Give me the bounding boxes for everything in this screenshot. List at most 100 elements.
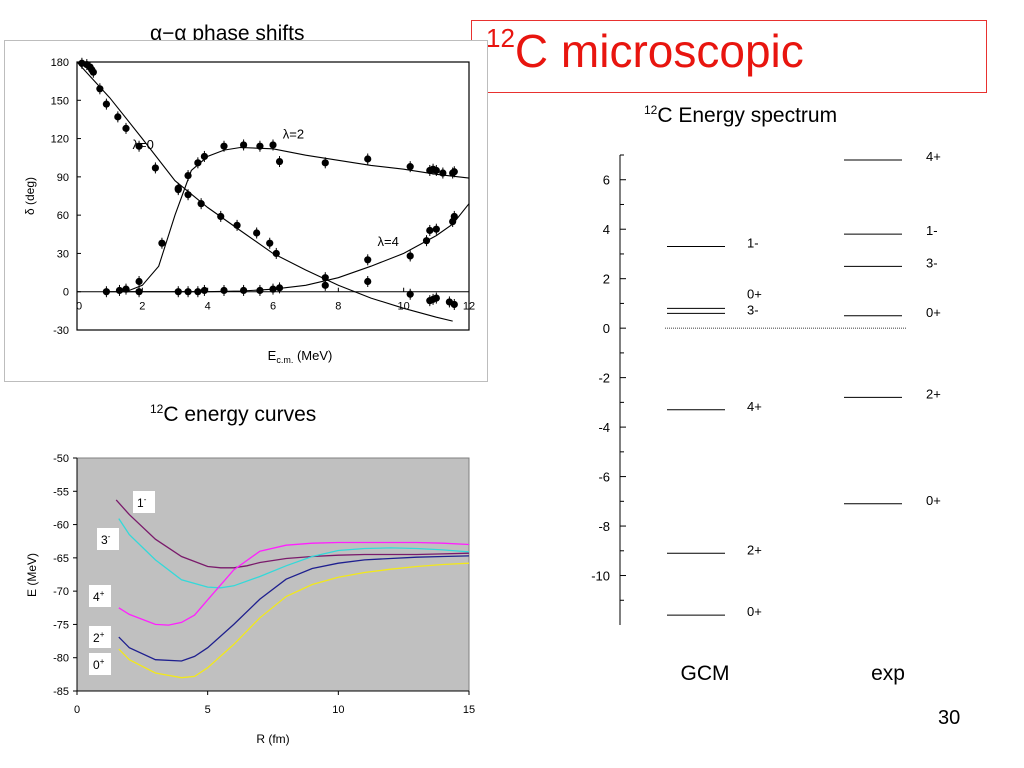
- x-tick-label: 2: [139, 301, 145, 313]
- x-tick-label: 10: [398, 301, 410, 313]
- phase-shift-caption: α−α phase shifts: [150, 22, 305, 45]
- y-tick-label: -55: [53, 486, 69, 498]
- series-label-sup: -: [108, 532, 111, 541]
- series-label-sup: +: [100, 589, 105, 598]
- series-label: 2+: [93, 630, 105, 645]
- slide-title: 12C microscopic: [486, 23, 804, 78]
- energy-curves-caption-text: C energy curves: [163, 403, 317, 426]
- energy-tick-label: -4: [598, 420, 610, 435]
- energy-tick-label: 4: [603, 222, 610, 237]
- energy-tick-label: -8: [598, 519, 610, 534]
- spectrum-caption-sup: 12: [644, 103, 658, 117]
- energy-level-label: 2+: [747, 542, 762, 557]
- series-label-main: 1: [137, 496, 144, 510]
- y-tick-label: -60: [53, 520, 69, 532]
- y-tick-label: 60: [57, 210, 69, 222]
- series-label-main: 0: [93, 658, 100, 672]
- energy-level-label: 4+: [926, 149, 941, 164]
- spectrum-caption: 12C Energy spectrum: [644, 103, 837, 128]
- fit-curve-2: [109, 203, 470, 293]
- fit-curve-0: [76, 61, 453, 322]
- series-label-box: [89, 626, 111, 648]
- series-label: λ=0: [133, 137, 154, 152]
- energy-curve-0: [115, 499, 470, 569]
- energy-curve-2: [118, 541, 470, 626]
- series-label-sup: +: [100, 630, 105, 639]
- y-tick-label: -30: [53, 325, 69, 337]
- x-tick-label: 8: [335, 301, 341, 313]
- x-axis-label-unit: (MeV): [293, 348, 332, 363]
- y-tick-label: 150: [51, 95, 69, 107]
- series-label-main: 3: [101, 533, 108, 547]
- series-label-main: 2: [93, 631, 100, 645]
- series-label: 4+: [93, 589, 105, 604]
- x-axis-label-sub: c.m.: [276, 355, 293, 365]
- x-tick-label: 0: [74, 704, 80, 716]
- energy-tick-label: 2: [603, 272, 610, 287]
- title-superscript: 12: [486, 23, 515, 53]
- series-label-box: [133, 491, 155, 513]
- title-text: C microscopic: [514, 25, 804, 77]
- energy-curve-3: [118, 555, 470, 662]
- energy-level-label: 4+: [747, 399, 762, 414]
- x-axis-label: Ec.m. (MeV): [268, 348, 333, 365]
- phase-shift-chart: -30 0 30 60 90 120 150 180 0 2 4 6 8 10 12 δ (deg) Ec.m.…: [23, 57, 475, 365]
- y-axis-label: E (MeV): [25, 553, 39, 597]
- energy-level-label: 0+: [747, 286, 762, 301]
- energy-curves-caption: 12C energy curves: [150, 402, 316, 427]
- fit-curve-1: [125, 146, 470, 293]
- x-tick-label: 10: [332, 704, 344, 716]
- energy-curves-chart: -50-55-60-65-70-75-80-850 5 10 15R (fm)E (M…: [25, 453, 475, 746]
- energy-level-label: 1-: [747, 236, 759, 251]
- series-label: 0+: [93, 657, 105, 672]
- y-tick-label: 0: [63, 287, 69, 299]
- energy-tick-label: -10: [591, 569, 610, 584]
- series-label-sup: +: [100, 657, 105, 666]
- y-tick-label: -85: [53, 686, 69, 698]
- series-label-box: [89, 585, 111, 607]
- energy-level-label: 0+: [747, 604, 762, 619]
- y-tick-label: -75: [53, 619, 69, 631]
- series-label: λ=2: [283, 127, 304, 142]
- x-axis-label-main: E: [268, 348, 277, 363]
- energy-level-label: 0+: [926, 493, 941, 508]
- energy-tick-label: -2: [598, 371, 610, 386]
- y-tick-label: 30: [57, 248, 69, 260]
- energy-tick-label: -6: [598, 470, 610, 485]
- energy-spectrum-chart: 6420-2-4-6-8-101-0+3-4+2+0+GCM4+1-3-0+2+…: [591, 149, 941, 685]
- x-tick-label: 0: [76, 301, 82, 313]
- x-tick-label: 12: [463, 301, 475, 313]
- series-label: 1-: [137, 495, 147, 510]
- energy-curve-1: [118, 518, 470, 589]
- series-label-main: 4: [93, 590, 100, 604]
- y-tick-label: 120: [51, 134, 69, 146]
- y-tick-label: 180: [51, 57, 69, 69]
- y-tick-label: 90: [57, 172, 69, 184]
- y-tick-label: -65: [53, 553, 69, 565]
- energy-tick-label: 6: [603, 173, 610, 188]
- energy-level-label: 3-: [926, 255, 938, 270]
- series-label: λ=4: [378, 234, 399, 249]
- spectrum-caption-text: C Energy spectrum: [657, 104, 838, 127]
- energy-level-label: 0+: [926, 305, 941, 320]
- x-tick-label: 5: [205, 704, 211, 716]
- page-number: 30: [938, 707, 961, 729]
- y-tick-label: -50: [53, 453, 69, 465]
- phase-shift-panel: [4, 40, 488, 382]
- series-label: 3-: [101, 532, 111, 547]
- x-axis-label: R (fm): [256, 732, 289, 746]
- series-label-sup: -: [144, 495, 147, 504]
- column-label: exp: [871, 662, 905, 685]
- y-axis-label: δ (deg): [23, 177, 37, 215]
- y-tick-label: -80: [53, 653, 69, 665]
- x-tick-label: 6: [270, 301, 276, 313]
- x-tick-label: 15: [463, 704, 475, 716]
- x-tick-label: 4: [205, 301, 211, 313]
- energy-level-label: 2+: [926, 386, 941, 401]
- y-tick-label: -70: [53, 586, 69, 598]
- column-label: GCM: [681, 662, 730, 685]
- energy-curves-caption-sup: 12: [150, 402, 164, 416]
- energy-tick-label: 0: [603, 321, 610, 336]
- plot-frame: [76, 61, 470, 331]
- series-label-box: [89, 653, 111, 675]
